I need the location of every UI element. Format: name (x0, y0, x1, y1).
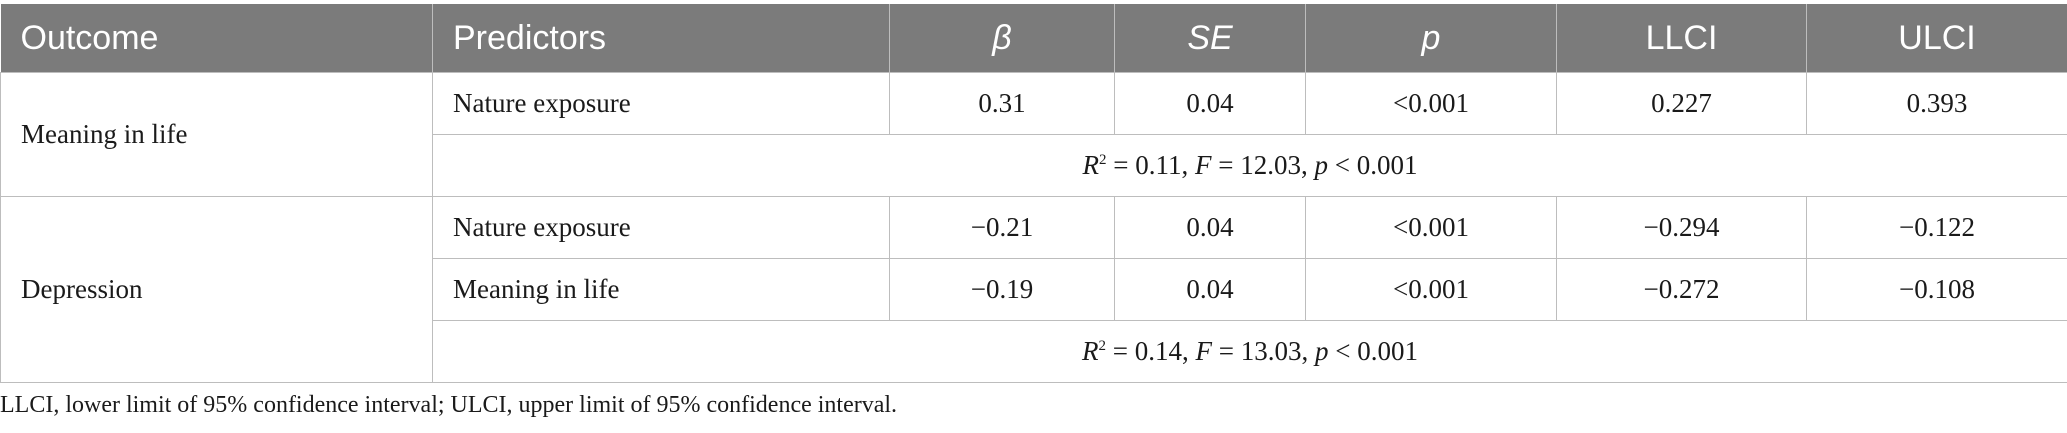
r2-value: = 0.14, (1106, 336, 1196, 366)
summary-row: R2 = 0.14, F = 13.03, p < 0.001 (1, 320, 2067, 383)
beta-cell: −0.21 (889, 196, 1115, 259)
header-predictors: Predictors (432, 4, 890, 73)
header-p: p (1305, 4, 1557, 73)
llci-cell: −0.294 (1556, 196, 1807, 259)
ulci-cell: −0.122 (1806, 196, 2067, 259)
model-summary: R2 = 0.11, F = 12.03, p < 0.001 (432, 134, 2067, 197)
summary-row: R2 = 0.11, F = 12.03, p < 0.001 (1, 134, 2067, 197)
outcome-cell: Depression (0, 196, 433, 383)
llci-cell: −0.272 (1556, 258, 1807, 321)
r2-label: R (1082, 336, 1099, 366)
beta-cell: −0.19 (889, 258, 1115, 321)
header-ulci: ULCI (1806, 4, 2067, 73)
table-row: Meaning in life −0.19 0.04 <0.001 −0.272… (1, 258, 2067, 321)
f-label: F (1195, 150, 1212, 180)
r2-value: = 0.11, (1106, 150, 1195, 180)
p-value: < 0.001 (1328, 336, 1418, 366)
llci-cell: 0.227 (1556, 72, 1807, 135)
header-outcome: Outcome (0, 4, 433, 73)
p-cell: <0.001 (1305, 196, 1557, 259)
outcome-cell: Meaning in life (0, 72, 433, 197)
regression-table-container: Outcome Predictors β SE p LLCI ULCI Mean… (0, 4, 2067, 383)
header-beta: β (889, 4, 1115, 73)
header-se: SE (1114, 4, 1306, 73)
table-row: Depression Nature exposure −0.21 0.04 <0… (0, 196, 2067, 383)
f-label: F (1195, 336, 1213, 366)
p-value: < 0.001 (1327, 150, 1418, 180)
se-cell: 0.04 (1114, 72, 1306, 135)
f-value: = 13.03, (1212, 336, 1315, 366)
ulci-cell: 0.393 (1806, 72, 2067, 135)
header-llci: LLCI (1556, 4, 1807, 73)
header-row: Outcome Predictors β SE p LLCI ULCI (0, 4, 2067, 73)
p-label: p (1314, 150, 1328, 180)
r2-superscript: 2 (1098, 338, 1107, 354)
r2-label: R (1082, 150, 1100, 180)
p-cell: <0.001 (1305, 72, 1557, 135)
table-row: Meaning in life Nature exposure 0.31 0.0… (0, 72, 2067, 197)
regression-table: Outcome Predictors β SE p LLCI ULCI Mean… (0, 4, 2067, 383)
se-cell: 0.04 (1114, 196, 1306, 259)
predictor-cell: Nature exposure (432, 72, 890, 135)
se-cell: 0.04 (1114, 258, 1306, 321)
ulci-cell: −0.108 (1806, 258, 2067, 321)
p-cell: <0.001 (1305, 258, 1557, 321)
predictor-cell: Meaning in life (432, 258, 890, 321)
model-summary: R2 = 0.14, F = 13.03, p < 0.001 (432, 320, 2067, 383)
beta-cell: 0.31 (889, 72, 1115, 135)
f-value: = 12.03, (1211, 150, 1315, 180)
table-footnote: LLCI, lower limit of 95% confidence inte… (0, 392, 898, 418)
p-label: p (1314, 336, 1329, 366)
predictor-cell: Nature exposure (432, 196, 890, 259)
r2-superscript: 2 (1099, 152, 1107, 168)
